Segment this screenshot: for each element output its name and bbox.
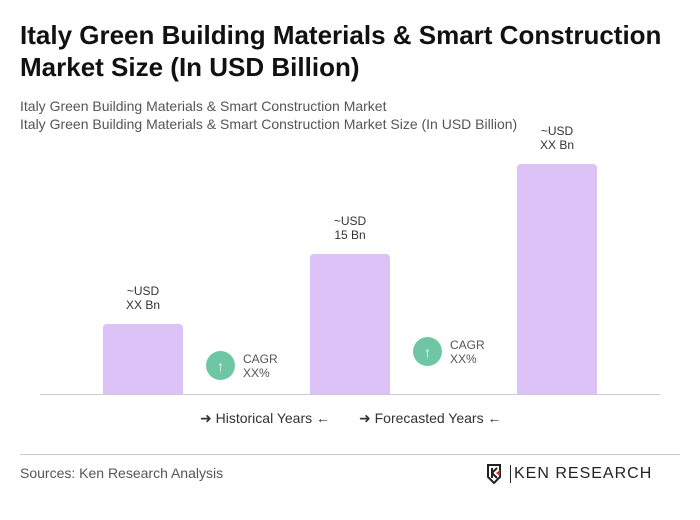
data-label-line: XX Bn (125, 298, 161, 312)
data-label-line: ~USD (540, 124, 574, 139)
divider (20, 454, 680, 455)
data-label-line: 15 Bn (334, 228, 366, 242)
cagr-annotation-2: ↑ CAGR XX% (413, 337, 485, 366)
subtitle-2: Italy Green Building Materials & Smart C… (20, 116, 518, 132)
arrow-up-icon: ↑ (206, 351, 235, 380)
x-axis (40, 394, 660, 395)
cagr-label: CAGR (243, 351, 278, 366)
legend-label: Historical Years (215, 410, 313, 426)
sources: Sources: Ken Research Analysis (20, 465, 224, 481)
cagr-value: XX% (450, 351, 477, 366)
logo-icon (487, 464, 501, 484)
bar-3 (517, 164, 597, 394)
bar-2 (310, 254, 390, 394)
cagr-annotation-1: ↑ CAGR XX% (206, 351, 278, 380)
chart-title: Italy Green Building Materials & Smart C… (20, 20, 662, 82)
data-label-line: ~USD (126, 284, 160, 298)
bar-data-label: ~USD XX Bn (507, 124, 607, 152)
legend-label: Forecasted Years (374, 410, 484, 426)
legend-forecasted: ➜ Forecasted Years ← (359, 410, 502, 426)
cagr-value: XX% (243, 365, 270, 380)
bar-data-label: ~USD 15 Bn (300, 214, 400, 242)
subtitle: Italy Green Building Materials & Smart C… (20, 98, 387, 114)
bar-data-label: ~USD XX Bn (93, 284, 193, 312)
ken-research-logo: KEN RESEARCH (486, 464, 652, 484)
logo-text: KEN RESEARCH (510, 465, 652, 483)
bar-1 (103, 324, 183, 394)
arrow-up-icon: ↑ (413, 337, 442, 366)
data-label-line: XX Bn (539, 138, 575, 153)
data-label-line: ~USD (333, 214, 367, 228)
cagr-label: CAGR (450, 337, 485, 352)
legend-historical: ➜ Historical Years ← (200, 410, 331, 426)
